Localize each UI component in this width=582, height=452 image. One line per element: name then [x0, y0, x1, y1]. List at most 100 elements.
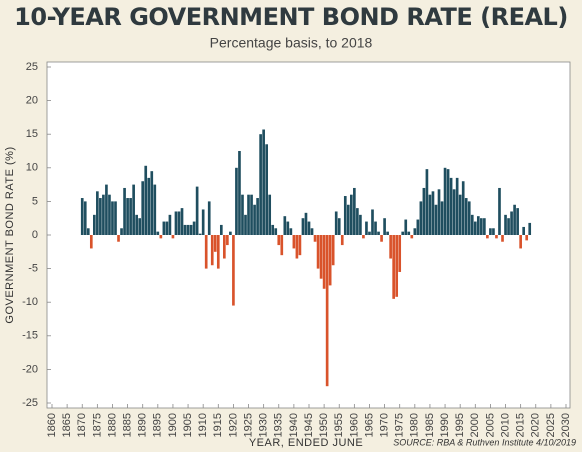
bar	[507, 218, 510, 235]
bar	[198, 233, 202, 235]
bar	[528, 222, 532, 235]
bar	[522, 226, 526, 235]
x-tick-label: 2000	[469, 413, 481, 437]
x-tick-label: 2020	[530, 413, 542, 437]
bar	[259, 134, 262, 235]
y-tick-label: 10	[26, 162, 38, 174]
bar	[177, 211, 181, 235]
x-tick-label: 2030	[560, 413, 572, 437]
bar	[126, 198, 129, 235]
bar	[96, 191, 99, 235]
y-tick-label: 15	[26, 128, 38, 140]
bar	[207, 201, 211, 235]
y-tick-label: 25	[26, 61, 38, 73]
bar	[480, 218, 483, 235]
bar	[244, 214, 247, 235]
bar	[235, 167, 238, 235]
bar	[283, 216, 287, 235]
bar	[346, 204, 350, 235]
source-note: SOURCE: RBA & Ruthven Institute 4/10/201…	[393, 437, 576, 447]
bar	[150, 171, 154, 235]
bar	[156, 231, 160, 235]
bar	[86, 228, 90, 235]
bar	[337, 218, 341, 235]
bar	[383, 218, 386, 235]
x-tick-label: 1995	[454, 413, 466, 437]
x-tick-label: 2005	[484, 413, 496, 437]
bar	[180, 208, 184, 235]
y-tick-label: -20	[22, 363, 38, 375]
x-tick-label: 1960	[348, 413, 360, 437]
x-tick-label: 2015	[515, 413, 527, 437]
bar	[165, 221, 169, 235]
bar	[434, 204, 438, 235]
bar	[277, 235, 281, 246]
x-tick-label: 1875	[91, 413, 103, 437]
bar	[174, 211, 178, 235]
bar	[331, 235, 335, 266]
bar	[395, 235, 399, 297]
bar	[89, 235, 93, 249]
bar	[192, 221, 196, 235]
x-tick-label: 1965	[363, 413, 375, 437]
bar	[83, 201, 87, 235]
bar	[422, 187, 426, 235]
y-tick-label: 20	[26, 95, 38, 107]
bar	[99, 198, 102, 235]
bar	[219, 224, 223, 235]
bar	[229, 231, 232, 235]
bar	[141, 181, 145, 235]
bar	[371, 209, 374, 235]
x-tick-label: 1900	[167, 413, 179, 437]
bar	[289, 228, 293, 235]
bar	[108, 194, 111, 235]
bar	[398, 235, 402, 272]
bar	[498, 187, 501, 235]
bar	[380, 235, 383, 242]
bar	[449, 177, 453, 235]
x-tick-label: 1975	[394, 413, 406, 437]
bar	[486, 235, 489, 239]
bar	[410, 235, 414, 239]
bar	[195, 186, 199, 235]
bar	[111, 201, 114, 235]
bar	[114, 201, 117, 235]
bar	[407, 231, 411, 235]
y-tick-label: -15	[22, 330, 38, 342]
bar	[359, 214, 362, 235]
bar	[440, 201, 444, 235]
bar	[168, 214, 172, 235]
y-tick-label: -10	[22, 296, 38, 308]
bar	[483, 218, 486, 235]
bar	[458, 194, 462, 235]
bar	[404, 219, 408, 235]
bar	[135, 214, 138, 235]
bar	[365, 221, 368, 235]
bar	[292, 235, 296, 249]
bar	[328, 235, 332, 286]
chart-title: 10-YEAR GOVERNMENT BOND RATE (REAL)	[14, 3, 568, 31]
x-tick-label: 1985	[424, 413, 436, 437]
bar	[377, 231, 380, 235]
bar	[171, 235, 175, 239]
bar	[310, 228, 314, 235]
bar	[519, 235, 522, 249]
bar	[162, 221, 166, 235]
bar	[353, 187, 356, 235]
bar	[349, 194, 353, 235]
bar	[464, 198, 468, 235]
bar	[319, 235, 323, 279]
bar	[525, 235, 529, 241]
bar	[201, 209, 205, 235]
bar	[413, 228, 417, 235]
bar	[280, 235, 284, 256]
bar	[232, 235, 235, 306]
x-tick-label: 1980	[409, 413, 421, 437]
bar	[304, 212, 308, 235]
bar	[298, 235, 302, 256]
bar	[271, 224, 275, 235]
x-tick-label: 1865	[61, 413, 73, 437]
bar	[374, 221, 377, 235]
bar	[216, 235, 220, 269]
x-tick-label: 1930	[258, 413, 270, 437]
